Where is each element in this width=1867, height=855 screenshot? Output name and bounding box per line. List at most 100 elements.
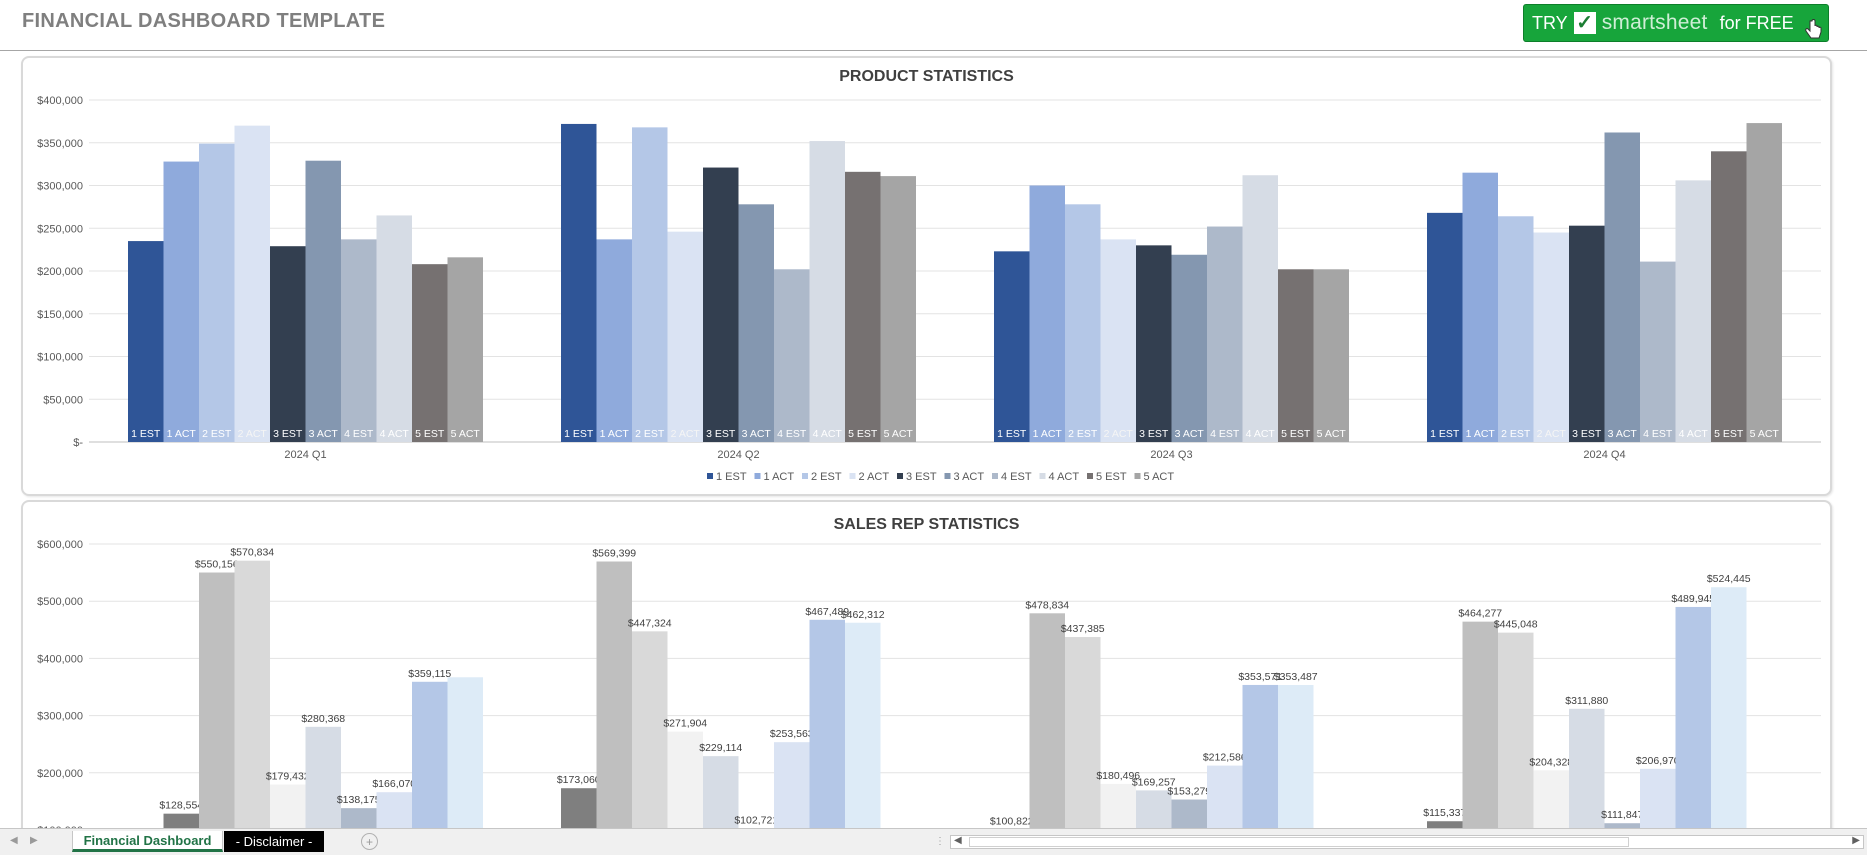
data-label: $462,312 (841, 609, 885, 621)
bar-label: 4 EST (777, 428, 807, 440)
bar (163, 813, 199, 830)
bar-label: 4 ACT (813, 428, 843, 440)
bar (376, 215, 412, 442)
y-tick-label: $- (73, 437, 83, 449)
y-tick-label: $150,000 (37, 309, 83, 321)
legend-swatch (849, 473, 856, 479)
bar (561, 123, 597, 442)
bar (1427, 212, 1463, 442)
data-label: $353,487 (1274, 671, 1318, 683)
data-label: $173,060 (557, 774, 601, 786)
legend-swatch (944, 473, 951, 479)
tab-disclaimer[interactable]: - Disclaimer - (224, 831, 324, 852)
tab-financial-dashboard[interactable]: Financial Dashboard (72, 831, 223, 852)
bar (561, 788, 597, 830)
data-label: $280,368 (301, 713, 345, 725)
legend-swatch (897, 473, 903, 479)
bar-label: 4 EST (344, 428, 374, 440)
y-tick-label: $300,000 (37, 711, 83, 723)
bar (163, 161, 199, 442)
x-category-label: 2024 Q2 (717, 449, 759, 461)
bar (1746, 123, 1782, 443)
legend-swatch (1039, 473, 1046, 479)
bar (1136, 245, 1172, 442)
bar-label: 4 EST (1210, 428, 1240, 440)
sales-rep-statistics-panel[interactable]: SALES REP STATISTICS $100,000$200,000$30… (21, 500, 1832, 840)
scroll-right-icon[interactable]: ▶ (1852, 835, 1860, 846)
bar-label: 2 EST (1501, 428, 1531, 440)
scroll-left-icon[interactable]: ◀ (954, 835, 962, 846)
data-label: $212,586 (1203, 752, 1247, 764)
bar-label: 3 EST (1572, 428, 1602, 440)
bar (1207, 226, 1243, 442)
bar (845, 622, 881, 830)
bar (703, 167, 739, 443)
product-statistics-panel[interactable]: PRODUCT STATISTICS $- $50,000 $100,000 $150… (21, 56, 1832, 496)
y-tick-label: $200,000 (37, 768, 83, 780)
try-label: TRY (1532, 12, 1568, 33)
bar-label: 1 ACT (1466, 428, 1496, 440)
bar-label: 4 ACT (380, 428, 410, 440)
bar-label: 5 ACT (1750, 428, 1780, 440)
bar (1533, 232, 1569, 442)
bar-label: 3 EST (1139, 428, 1169, 440)
data-label: $445,048 (1494, 619, 1538, 631)
bar-label: 5 EST (1281, 428, 1311, 440)
bar-label: 3 ACT (309, 428, 339, 440)
prev-sheet-icon[interactable]: ◀ (10, 835, 18, 846)
bar (1065, 637, 1101, 830)
bar (1569, 225, 1605, 442)
tab-splitter-icon[interactable]: ⋮ (935, 836, 945, 847)
legend-label: 1 ACT (764, 471, 795, 483)
bar (1100, 783, 1136, 830)
data-label: $524,445 (1707, 573, 1751, 585)
bar-label: 4 ACT (1679, 428, 1709, 440)
bar-label: 2 ACT (1104, 428, 1134, 440)
y-tick-label: $50,000 (43, 394, 83, 406)
bar-label: 2 ACT (671, 428, 701, 440)
bar (632, 631, 668, 830)
horizontal-scrollbar[interactable]: ◀ ▶ (950, 835, 1864, 849)
bar (845, 171, 881, 442)
bar (667, 231, 703, 442)
product-statistics-chart: $- $50,000 $100,000 $150,000 $200,000 $250,00… (37, 95, 1821, 483)
bar (1029, 613, 1065, 830)
try-smartsheet-button[interactable]: TRY ✓ smartsheet for FREE (1523, 4, 1829, 42)
bar (994, 251, 1030, 442)
bar (1569, 708, 1605, 830)
scrollbar-thumb[interactable] (969, 837, 1629, 847)
legend-label: 3 EST (906, 471, 937, 483)
x-category-label: 2024 Q3 (1150, 449, 1192, 461)
product-chart-title: PRODUCT STATISTICS (839, 68, 1014, 85)
bar (596, 239, 632, 442)
bar-label: 5 EST (1714, 428, 1744, 440)
bar (341, 239, 377, 442)
data-label: $478,834 (1025, 599, 1069, 611)
bar (128, 241, 164, 442)
legend-swatch (754, 473, 761, 479)
bar (738, 204, 774, 442)
data-label: $138,175 (337, 794, 381, 806)
bar-label: 5 ACT (884, 428, 914, 440)
legend-swatch (802, 473, 808, 479)
bar (1065, 204, 1101, 442)
legend-label: 1 EST (716, 471, 747, 483)
data-label: $271,904 (663, 718, 707, 730)
bar-label: 1 ACT (600, 428, 630, 440)
bar (1675, 180, 1711, 442)
bar (447, 257, 483, 442)
bar (1498, 216, 1534, 442)
add-sheet-icon[interactable]: + (361, 833, 378, 850)
bar (1533, 770, 1569, 830)
bar (1100, 239, 1136, 442)
bar-label: 2 EST (202, 428, 232, 440)
y-tick-label: $600,000 (37, 539, 83, 551)
bar-label: 1 EST (564, 428, 594, 440)
bar (703, 756, 739, 830)
bar (1278, 685, 1314, 830)
bar (270, 246, 306, 442)
bar-label: 4 ACT (1246, 428, 1276, 440)
bar-label: 2 EST (635, 428, 665, 440)
next-sheet-icon[interactable]: ▶ (30, 835, 38, 846)
bar (376, 792, 412, 830)
